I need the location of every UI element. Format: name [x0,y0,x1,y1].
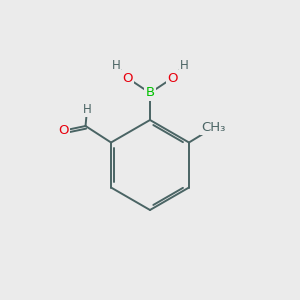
Text: B: B [146,86,154,100]
Text: O: O [122,71,133,85]
Text: H: H [83,103,92,116]
Text: O: O [167,71,178,85]
Text: H: H [112,59,121,72]
Text: H: H [179,59,188,72]
Text: O: O [59,124,69,137]
Text: CH₃: CH₃ [201,121,226,134]
